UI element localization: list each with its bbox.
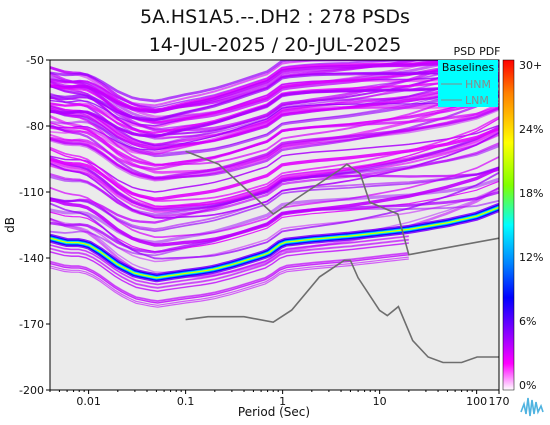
psd-trace — [50, 238, 409, 289]
psd-trace — [50, 166, 499, 232]
x-axis: 0.01 0.1 1 10 100 170 — [49, 390, 510, 408]
x-tick-label: 1 — [279, 395, 286, 408]
x-tick-label: 0.01 — [76, 395, 101, 408]
y-tick-label: -170 — [19, 318, 44, 331]
chart-subtitle: 14-JUL-2025 / 20-JUL-2025 — [148, 34, 402, 56]
psd-trace — [50, 256, 409, 306]
colorbar-label: 24% — [519, 123, 543, 136]
y-tick-label: -140 — [19, 252, 44, 265]
y-axis-label: dB — [3, 217, 17, 233]
colorbar-label: 6% — [519, 315, 536, 328]
legend-title: Baselines — [442, 61, 495, 74]
legend: Baselines HNM LNM — [438, 60, 498, 107]
x-axis-label: Period (Sec) — [238, 405, 310, 419]
colorbar-label: 12% — [519, 251, 543, 264]
psd-trace — [50, 254, 409, 304]
x-tick-label: 0.1 — [177, 395, 195, 408]
hnm-line — [185, 150, 499, 256]
psd-trace — [50, 171, 499, 260]
psd-trace — [50, 187, 499, 263]
psd-trace — [50, 78, 499, 138]
psd-trace — [50, 187, 499, 279]
y-tick-label: -50 — [26, 54, 44, 67]
y-tick-label: -110 — [19, 186, 44, 199]
x-tick-label: 100 — [466, 395, 487, 408]
colorbar-label: 18% — [519, 187, 543, 200]
psd-trace — [50, 66, 499, 121]
x-tick-label: 170 — [489, 395, 510, 408]
psd-trace — [50, 258, 409, 308]
psd-trace — [50, 106, 499, 180]
psd-trace — [50, 125, 499, 211]
psd-trace — [50, 242, 409, 292]
psd-trace — [50, 93, 499, 180]
psd-trace — [50, 235, 409, 286]
psd-trace — [50, 78, 499, 158]
psd-trace — [50, 132, 499, 211]
legend-lnm-label: LNM — [465, 94, 489, 107]
psd-density — [50, 60, 499, 308]
psd-trace — [50, 76, 499, 166]
legend-hnm-label: HNM — [465, 78, 491, 91]
psd-trace — [50, 100, 499, 156]
psd-trace — [50, 124, 499, 193]
colorbar-ticks: 30+ 24% 18% 12% 6% 0% — [519, 59, 543, 392]
y-axis: -50 -80 -110 -140 -170 -200 — [19, 54, 50, 397]
psd-trace — [50, 239, 409, 289]
psd-trace — [50, 180, 499, 253]
colorbar-title: PSD PDF — [453, 45, 500, 58]
psd-trace — [50, 84, 499, 174]
lnm-line — [185, 259, 499, 364]
psd-trace — [50, 74, 499, 147]
psd-trace — [50, 105, 499, 171]
psd-trace — [50, 60, 499, 103]
psd-trace — [50, 73, 499, 149]
psd-trace — [50, 60, 499, 114]
psd-trace — [50, 60, 499, 132]
psd-trace — [50, 107, 499, 182]
plot-frame — [49, 59, 500, 391]
waveform-logo-icon — [519, 393, 545, 419]
chart-title: 5A.HS1A5.--.DH2 : 278 PSDs — [140, 6, 410, 28]
y-tick-label: -80 — [26, 120, 44, 133]
psd-mode-band — [50, 207, 499, 279]
colorbar-label: 0% — [519, 379, 536, 392]
baseline-lines — [185, 150, 499, 364]
psd-trace — [50, 166, 499, 247]
psd-trace — [50, 126, 499, 201]
y-tick-label: -200 — [19, 384, 44, 397]
psd-trace — [50, 142, 499, 219]
psd-trace — [50, 72, 499, 129]
colorbar-label: 30+ — [519, 59, 542, 72]
x-tick-label: 10 — [373, 395, 387, 408]
psd-trace — [50, 134, 499, 210]
colorbar — [502, 59, 515, 391]
psd-trace — [50, 251, 409, 302]
psd-trace — [50, 131, 499, 219]
